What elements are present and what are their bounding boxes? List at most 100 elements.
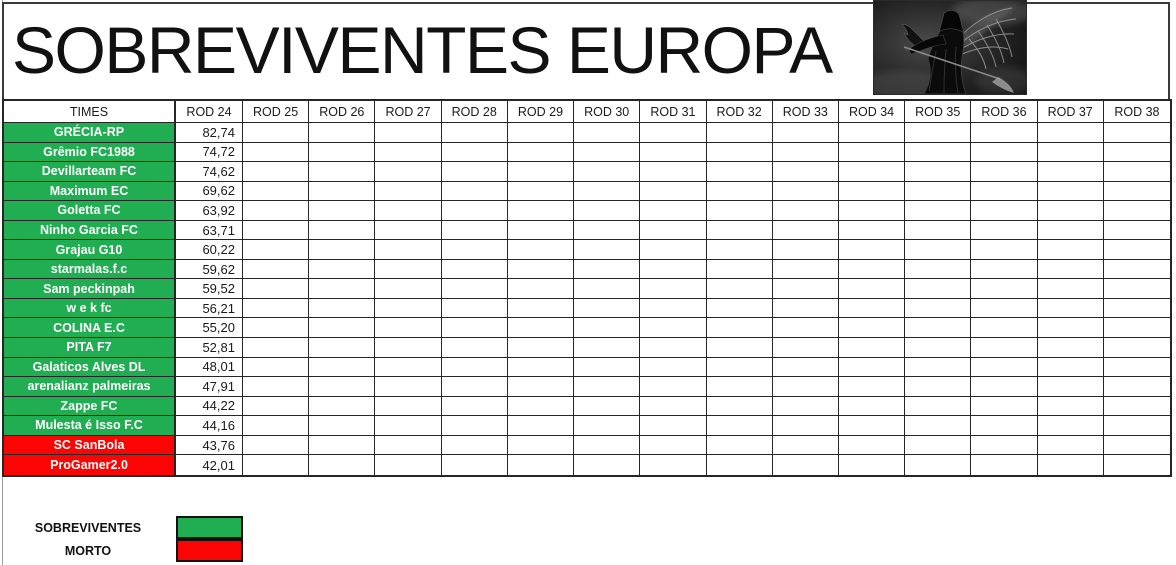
empty-cell[interactable] bbox=[838, 201, 906, 221]
empty-cell[interactable] bbox=[309, 435, 376, 456]
empty-cell[interactable] bbox=[640, 396, 707, 417]
empty-cell[interactable] bbox=[375, 240, 442, 260]
empty-cell[interactable] bbox=[1103, 240, 1170, 260]
empty-cell[interactable] bbox=[706, 338, 773, 358]
empty-cell[interactable] bbox=[1037, 416, 1104, 436]
team-cell[interactable]: COLINA E.C bbox=[4, 318, 176, 339]
empty-cell[interactable] bbox=[838, 220, 906, 241]
empty-cell[interactable] bbox=[574, 298, 641, 319]
empty-cell[interactable] bbox=[243, 142, 310, 163]
empty-cell[interactable] bbox=[574, 240, 641, 260]
empty-cell[interactable] bbox=[441, 162, 508, 182]
empty-cell[interactable] bbox=[574, 338, 641, 358]
empty-cell[interactable] bbox=[507, 318, 575, 339]
empty-cell[interactable] bbox=[507, 259, 575, 280]
empty-cell[interactable] bbox=[838, 240, 906, 260]
empty-cell[interactable] bbox=[971, 318, 1038, 339]
empty-cell[interactable] bbox=[706, 435, 773, 456]
empty-cell[interactable] bbox=[309, 123, 376, 143]
empty-cell[interactable] bbox=[441, 416, 508, 436]
empty-cell[interactable] bbox=[1037, 357, 1104, 378]
empty-cell[interactable] bbox=[375, 162, 442, 182]
empty-cell[interactable] bbox=[905, 162, 972, 182]
team-cell[interactable]: GRÉCIA-RP bbox=[4, 123, 176, 143]
empty-cell[interactable] bbox=[441, 357, 508, 378]
empty-cell[interactable] bbox=[574, 396, 641, 417]
empty-cell[interactable] bbox=[1103, 299, 1170, 319]
score-cell[interactable]: 60,22 bbox=[176, 240, 243, 260]
empty-cell[interactable] bbox=[640, 142, 707, 163]
empty-cell[interactable] bbox=[243, 240, 310, 260]
empty-cell[interactable] bbox=[574, 201, 641, 221]
empty-cell[interactable] bbox=[309, 240, 376, 260]
empty-cell[interactable] bbox=[375, 377, 442, 397]
empty-cell[interactable] bbox=[574, 259, 641, 280]
empty-cell[interactable] bbox=[838, 123, 906, 143]
empty-cell[interactable] bbox=[838, 181, 906, 202]
empty-cell[interactable] bbox=[507, 142, 575, 163]
empty-cell[interactable] bbox=[772, 435, 839, 456]
empty-cell[interactable] bbox=[772, 298, 839, 319]
empty-cell[interactable] bbox=[971, 435, 1038, 456]
empty-cell[interactable] bbox=[905, 357, 972, 378]
empty-cell[interactable] bbox=[905, 416, 972, 436]
empty-cell[interactable] bbox=[971, 123, 1038, 143]
empty-cell[interactable] bbox=[839, 455, 906, 475]
empty-cell[interactable] bbox=[838, 396, 906, 417]
score-cell[interactable]: 74,72 bbox=[176, 142, 243, 163]
col-header-rod[interactable]: ROD 25 bbox=[243, 101, 310, 123]
empty-cell[interactable] bbox=[1037, 298, 1104, 319]
col-header-rod[interactable]: ROD 33 bbox=[772, 101, 839, 123]
empty-cell[interactable] bbox=[772, 377, 839, 397]
empty-cell[interactable] bbox=[375, 201, 442, 221]
empty-cell[interactable] bbox=[508, 455, 575, 475]
score-cell[interactable]: 74,62 bbox=[176, 162, 243, 182]
empty-cell[interactable] bbox=[309, 279, 376, 299]
team-cell[interactable]: Mulesta é Isso F.C bbox=[4, 416, 176, 436]
col-header-rod[interactable]: ROD 35 bbox=[905, 101, 972, 123]
empty-cell[interactable] bbox=[441, 181, 508, 202]
empty-cell[interactable] bbox=[243, 123, 310, 143]
empty-cell[interactable] bbox=[375, 220, 442, 241]
empty-cell[interactable] bbox=[1037, 162, 1104, 182]
empty-cell[interactable] bbox=[772, 240, 839, 260]
empty-cell[interactable] bbox=[1037, 201, 1104, 221]
empty-cell[interactable] bbox=[772, 162, 839, 182]
empty-cell[interactable] bbox=[706, 201, 773, 221]
empty-cell[interactable] bbox=[507, 162, 575, 182]
empty-cell[interactable] bbox=[838, 279, 906, 299]
empty-cell[interactable] bbox=[706, 181, 773, 202]
empty-cell[interactable] bbox=[243, 298, 310, 319]
score-cell[interactable]: 44,22 bbox=[176, 396, 243, 417]
empty-cell[interactable] bbox=[1103, 358, 1170, 378]
empty-cell[interactable] bbox=[1037, 279, 1104, 299]
score-cell[interactable]: 63,71 bbox=[176, 220, 243, 241]
empty-cell[interactable] bbox=[309, 455, 376, 475]
team-cell[interactable]: arenalianz palmeiras bbox=[4, 377, 176, 397]
empty-cell[interactable] bbox=[375, 416, 442, 436]
team-cell[interactable]: Devillarteam FC bbox=[4, 162, 176, 182]
empty-cell[interactable] bbox=[706, 162, 773, 182]
empty-cell[interactable] bbox=[243, 377, 310, 397]
empty-cell[interactable] bbox=[971, 338, 1038, 358]
empty-cell[interactable] bbox=[507, 181, 575, 202]
empty-cell[interactable] bbox=[441, 220, 508, 241]
empty-cell[interactable] bbox=[574, 123, 641, 143]
empty-cell[interactable] bbox=[772, 220, 839, 241]
empty-cell[interactable] bbox=[905, 201, 972, 221]
empty-cell[interactable] bbox=[905, 377, 972, 397]
col-header-rod[interactable]: ROD 32 bbox=[706, 101, 773, 123]
empty-cell[interactable] bbox=[971, 357, 1038, 378]
empty-cell[interactable] bbox=[640, 201, 707, 221]
empty-cell[interactable] bbox=[574, 357, 641, 378]
empty-cell[interactable] bbox=[1103, 260, 1170, 280]
col-header-rod[interactable]: ROD 38 bbox=[1103, 101, 1170, 123]
empty-cell[interactable] bbox=[375, 455, 442, 475]
empty-cell[interactable] bbox=[1103, 318, 1170, 339]
empty-cell[interactable] bbox=[243, 396, 310, 417]
empty-cell[interactable] bbox=[640, 279, 707, 299]
empty-cell[interactable] bbox=[375, 259, 442, 280]
empty-cell[interactable] bbox=[838, 357, 906, 378]
empty-cell[interactable] bbox=[772, 357, 839, 378]
empty-cell[interactable] bbox=[1037, 338, 1104, 358]
